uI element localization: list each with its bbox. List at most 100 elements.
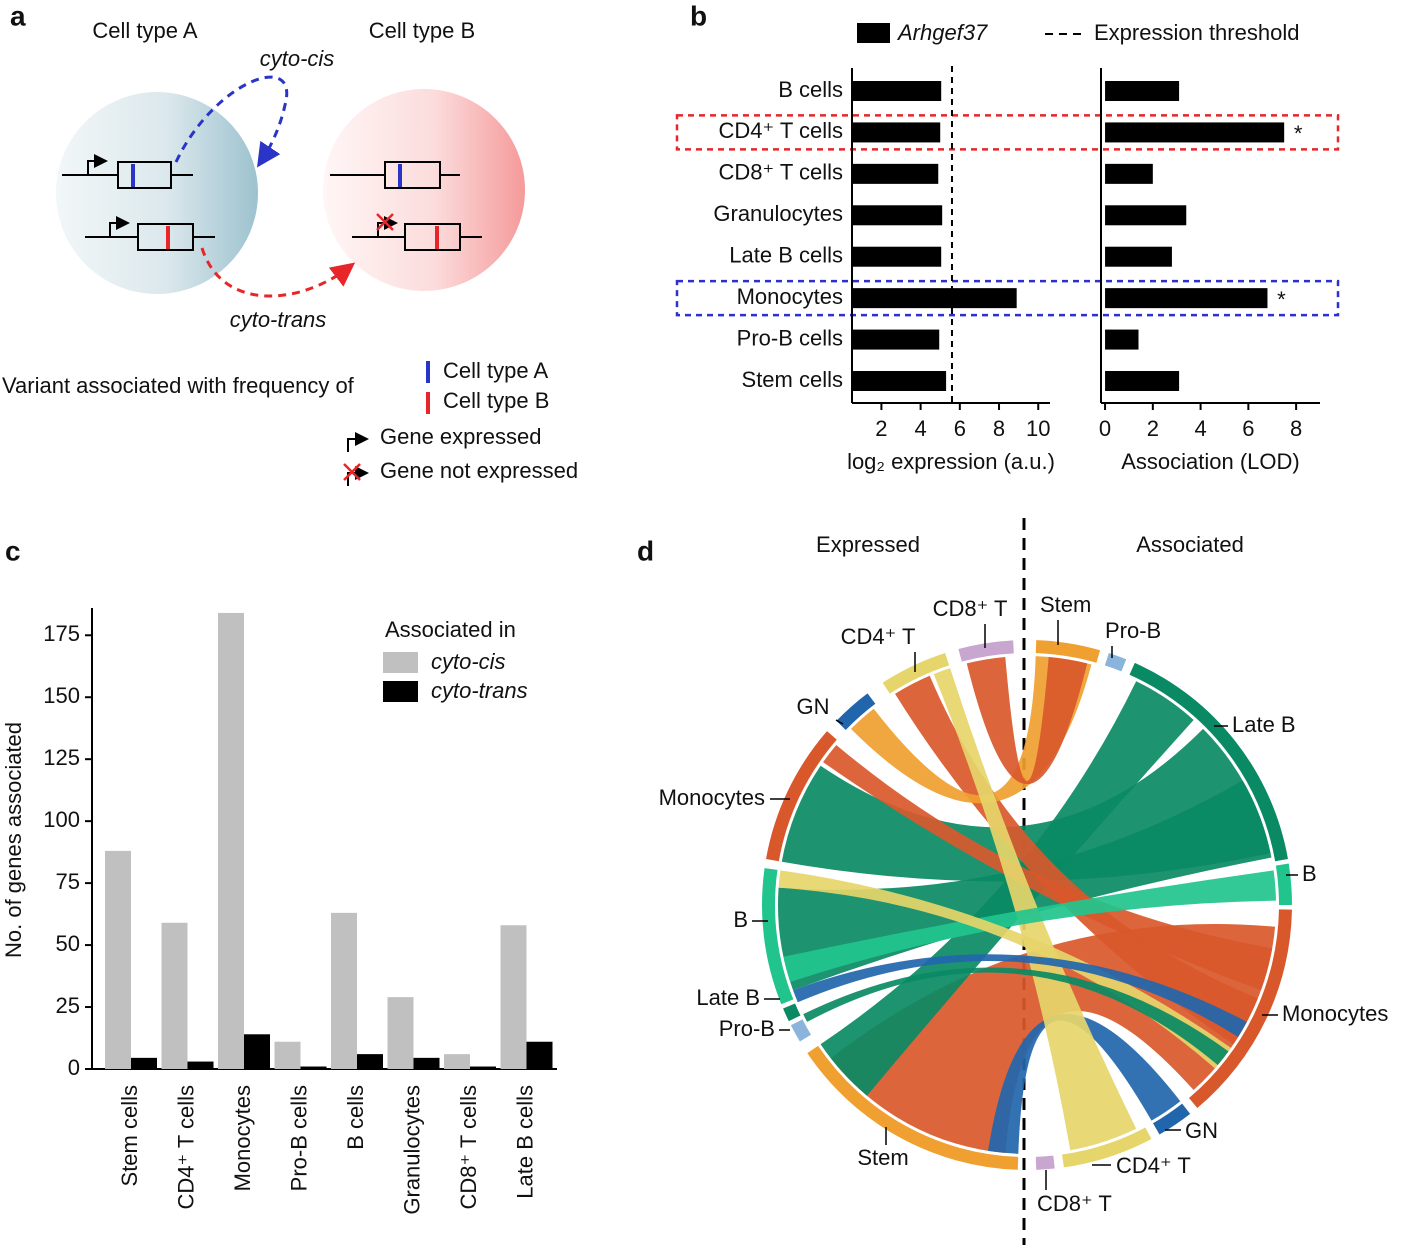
chord-ribbon xyxy=(988,1014,1181,1154)
chord-ribbon xyxy=(895,675,1258,1045)
bar xyxy=(852,122,941,143)
genes xyxy=(62,154,482,251)
y-tick-label: 25 xyxy=(56,993,80,1018)
chord-segment xyxy=(1035,640,1101,663)
bar xyxy=(852,288,1017,309)
chord-ribbon xyxy=(778,870,1231,1069)
cell-title: Cell type A xyxy=(92,18,197,43)
segment-label: Late B xyxy=(1232,712,1296,737)
chord-ribbon xyxy=(783,870,1276,982)
x-tick-label: 6 xyxy=(954,416,966,441)
chord-segment xyxy=(790,1019,811,1042)
x-tick-label: Monocytes xyxy=(230,1085,255,1191)
bar xyxy=(444,1054,470,1069)
x-tick-label: Pro-B cells xyxy=(286,1085,311,1191)
panel-label: c xyxy=(5,535,21,566)
x-tick-label: 2 xyxy=(875,416,887,441)
segment-label: Monocytes xyxy=(659,785,765,810)
chord-ribbon xyxy=(966,656,1088,785)
segment-label: B xyxy=(1302,861,1317,886)
chord-ribbon xyxy=(823,744,1273,991)
bar xyxy=(1105,329,1139,350)
segment-label: Monocytes xyxy=(1282,1001,1388,1026)
significance-mark: * xyxy=(1277,287,1286,312)
segment-label: Pro-B xyxy=(719,1016,775,1041)
bar xyxy=(274,1041,301,1069)
bar xyxy=(1105,163,1153,184)
x-tick-label: B cells xyxy=(343,1085,368,1150)
row-label: CD8⁺ T cells xyxy=(718,160,843,185)
segment-label: CD8⁺ T xyxy=(1037,1191,1112,1216)
row-highlight xyxy=(675,114,1340,151)
row-label: CD4⁺ T cells xyxy=(718,118,843,143)
x-tick-label: Granulocytes xyxy=(399,1085,424,1215)
segment-label: CD8⁺ T xyxy=(933,596,1008,621)
chord-segment xyxy=(1129,662,1288,862)
bar xyxy=(470,1066,496,1069)
chord-segment xyxy=(766,731,837,862)
x-tick-label: 8 xyxy=(1290,416,1302,441)
bar xyxy=(1105,288,1268,309)
cell-a xyxy=(56,92,258,294)
panel-label: d xyxy=(637,535,654,566)
legend-swatch xyxy=(383,681,418,702)
x-tick-label: 0 xyxy=(1099,416,1111,441)
segment-label: Pro-B xyxy=(1105,618,1161,643)
bar xyxy=(187,1061,214,1069)
x-tick-label: CD8⁺ T cells xyxy=(456,1085,481,1210)
x-tick-label: 4 xyxy=(914,416,926,441)
cell-title: Cell type B xyxy=(369,18,475,43)
y-tick-label: 50 xyxy=(56,931,80,956)
row-highlight xyxy=(675,279,1340,317)
legend-label: Gene not expressed xyxy=(380,458,578,483)
legend-swatch xyxy=(857,23,890,43)
legend-title: Variant associated with frequency of xyxy=(2,373,355,398)
bar xyxy=(852,205,943,226)
bar xyxy=(852,246,942,267)
bar xyxy=(131,1057,157,1069)
chord-segment xyxy=(1188,909,1292,1109)
x-tick-label: 8 xyxy=(993,416,1005,441)
arrow-label: cyto-cis xyxy=(260,46,335,71)
y-tick-label: 150 xyxy=(43,683,80,708)
cell-b xyxy=(323,89,525,291)
panel-label: b xyxy=(690,0,707,31)
chord-ribbon xyxy=(820,681,1194,1096)
row-label: Pro-B cells xyxy=(737,325,843,350)
cis-arrow xyxy=(174,75,289,168)
bar xyxy=(413,1057,440,1069)
legend-title: Associated in xyxy=(385,617,516,642)
x-axis-label: log₂ expression (a.u.) xyxy=(847,449,1055,474)
bar xyxy=(357,1054,383,1069)
bar xyxy=(852,163,939,184)
bar xyxy=(331,912,357,1069)
chord-segment xyxy=(958,640,1014,662)
segment-label: CD4⁺ T xyxy=(841,624,916,649)
chord-segment xyxy=(1062,1127,1152,1168)
bar xyxy=(852,329,940,350)
bar xyxy=(526,1041,553,1069)
panel-a: Cell type A Cell type B cyto-cis cyto-tr… xyxy=(2,18,578,486)
x-tick-label: 6 xyxy=(1242,416,1254,441)
x-tick-label: 2 xyxy=(1147,416,1159,441)
legend-label: cyto-trans xyxy=(431,678,528,703)
x-tick-label: 4 xyxy=(1194,416,1206,441)
bar xyxy=(1105,246,1172,267)
segment-label: Stem xyxy=(1040,592,1091,617)
row-label: Stem cells xyxy=(742,367,843,392)
bar xyxy=(161,922,188,1069)
panel-label: a xyxy=(10,0,26,31)
significance-mark: * xyxy=(1294,121,1303,146)
y-tick-label: 0 xyxy=(68,1055,80,1080)
x-axis-label: Association (LOD) xyxy=(1121,449,1300,474)
side-title: Expressed xyxy=(816,532,920,557)
chord-segment xyxy=(1035,1155,1055,1170)
row-label: Granulocytes xyxy=(713,201,843,226)
chord-segment xyxy=(1275,863,1293,905)
legend-label: Cell type A xyxy=(443,358,548,383)
legend-swatch xyxy=(383,652,418,673)
bar xyxy=(1105,81,1180,101)
segment-label: Late B xyxy=(696,985,760,1010)
arrow-label: cyto-trans xyxy=(230,307,327,332)
bar xyxy=(218,612,244,1069)
